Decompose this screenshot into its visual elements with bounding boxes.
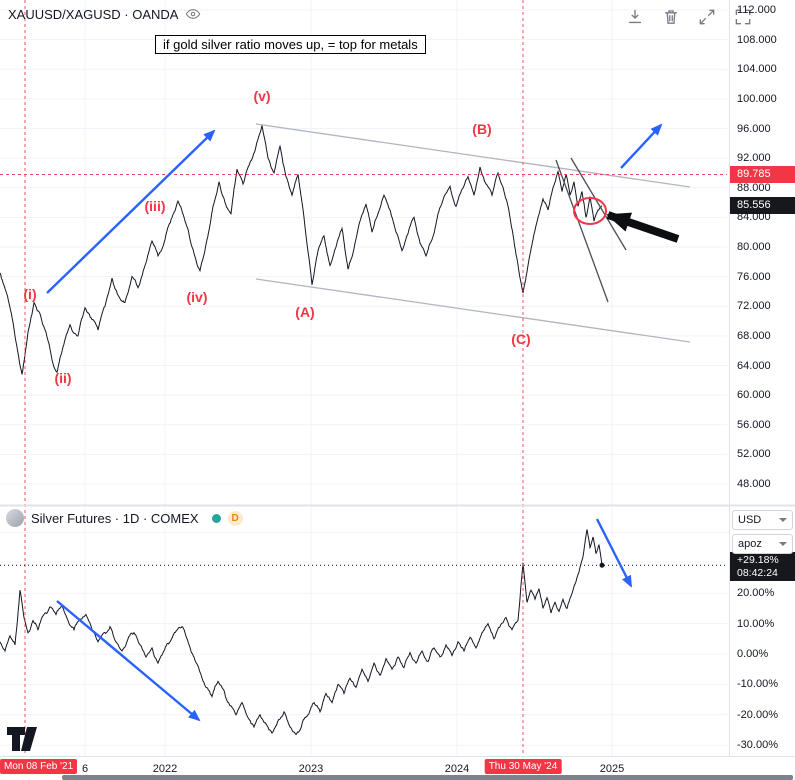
axis-label: 60.000	[737, 389, 771, 402]
wave-label: (v)	[253, 88, 270, 104]
wave-label: (iv)	[187, 289, 208, 305]
price-line-badge: 89.785	[730, 166, 795, 183]
delete-button[interactable]	[657, 3, 684, 30]
chevron-down-icon	[779, 518, 787, 522]
wave-label: (A)	[295, 304, 314, 320]
wave-label: (iii)	[145, 198, 166, 214]
horizontal-scrollbar[interactable]	[62, 775, 793, 780]
time-axis-label: 2022	[152, 763, 178, 775]
wave-label: (C)	[511, 331, 530, 347]
currency-select[interactable]: USD	[732, 510, 793, 530]
currency-select-value: USD	[738, 514, 762, 526]
date-badge-left: Mon 08 Feb '21	[0, 759, 78, 774]
fullscreen-button[interactable]	[729, 3, 756, 30]
symbol-text-bottom: Silver Futures · 1D · COMEX	[31, 510, 199, 526]
axis-label: 52.000	[737, 448, 771, 461]
wave-label: (ii)	[54, 370, 71, 386]
axis-label: 112.000	[737, 4, 776, 16]
symbol-title-bottom[interactable]: Silver Futures · 1D · COMEX D	[6, 509, 243, 527]
interval-badge: D	[227, 510, 243, 526]
wave-label: (B)	[472, 121, 491, 137]
price-axis[interactable]: 89.785 85.556 +29.18% 08:42:24 USD apoz …	[730, 0, 795, 756]
last-price-badge: 85.556	[730, 197, 795, 214]
axis-label: -30.00%	[737, 739, 778, 752]
fullscreen-icon	[735, 9, 750, 24]
axis-label: 64.000	[737, 359, 771, 372]
date-badge-right: Thu 30 May '24	[484, 759, 562, 774]
axis-label: 20.00%	[737, 587, 775, 600]
axis-label: 104.000	[737, 63, 777, 76]
unit-select[interactable]: apoz	[732, 534, 793, 554]
axis-label: 10.00%	[737, 617, 775, 630]
axis-label: 100.000	[737, 92, 777, 105]
maximize-button[interactable]	[693, 3, 720, 30]
instrument-logo-icon	[6, 509, 24, 527]
time-axis[interactable]: 6 2022 2023 2024 2025 Mon 08 Feb '21 Thu 30 …	[0, 757, 795, 780]
axis-label: 108.000	[737, 33, 777, 46]
wave-label: (i)	[23, 286, 36, 302]
time-axis-label: 2023	[298, 763, 324, 775]
axis-label: -20.00%	[737, 708, 778, 721]
chevron-down-icon	[779, 542, 787, 546]
trash-icon	[664, 9, 677, 24]
diagonal-arrows-icon	[699, 9, 714, 24]
symbol-title-top[interactable]: XAUUSD/XAGUSD · OANDA	[8, 6, 201, 22]
axis-label: 92.000	[737, 152, 771, 165]
chart-toolbar	[621, 3, 756, 30]
eye-icon[interactable]	[185, 6, 201, 22]
change-countdown-badge: +29.18% 08:42:24	[730, 552, 795, 581]
axis-label: 84.000	[737, 211, 771, 224]
time-axis-label: 2025	[599, 763, 625, 775]
axis-label: 48.000	[737, 478, 771, 490]
change-value: +29.18%	[737, 553, 779, 566]
unit-select-value: apoz	[738, 538, 762, 550]
status-dot-icon	[211, 513, 221, 523]
tradingview-logo[interactable]	[5, 721, 41, 755]
axis-label: 88.000	[737, 181, 771, 194]
axis-label: 72.000	[737, 300, 771, 313]
countdown-timer: 08:42:24	[737, 566, 778, 579]
axis-label: -10.00%	[737, 678, 778, 691]
time-axis-label: 2024	[444, 763, 470, 775]
scroll-to-recent-button[interactable]	[621, 3, 648, 30]
time-axis-label: 6	[81, 763, 89, 775]
axis-label: 96.000	[737, 122, 771, 135]
axis-label: 76.000	[737, 270, 771, 283]
axis-label: 68.000	[737, 329, 771, 342]
chart-note[interactable]: if gold silver ratio moves up, = top for…	[155, 35, 426, 54]
axis-label: 56.000	[737, 418, 771, 431]
axis-label: 80.000	[737, 241, 771, 253]
tv-logo-icon	[7, 727, 37, 751]
axis-label: 0.00%	[737, 648, 769, 660]
symbol-text-top: XAUUSD/XAGUSD · OANDA	[8, 6, 179, 22]
arrow-down-icon	[628, 9, 641, 23]
